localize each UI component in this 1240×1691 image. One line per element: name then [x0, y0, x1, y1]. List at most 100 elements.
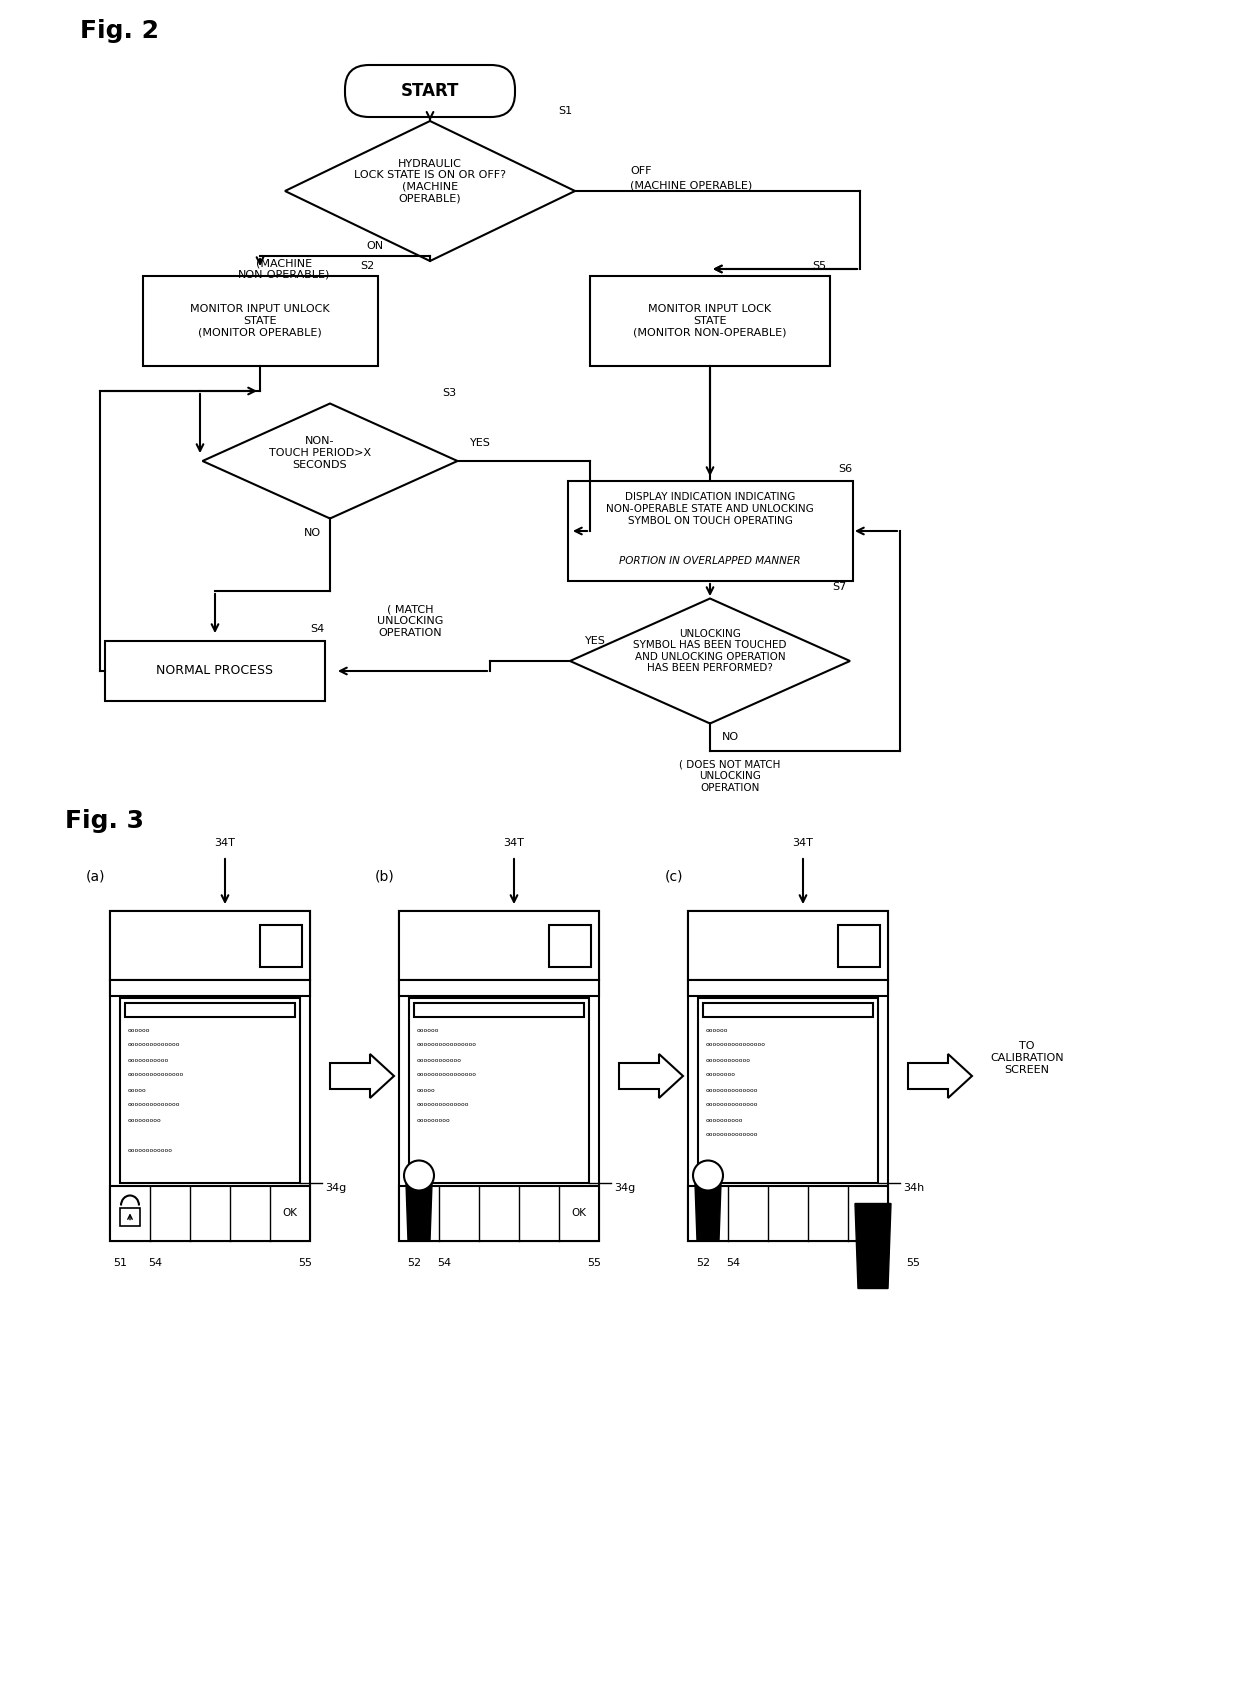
- Text: 34T: 34T: [792, 839, 813, 847]
- Text: ooooooooo: ooooooooo: [128, 1118, 161, 1123]
- Text: oooooo: oooooo: [706, 1028, 729, 1033]
- Text: 52: 52: [696, 1258, 711, 1268]
- Bar: [260, 925, 303, 967]
- Text: oooooooooooo: oooooooooooo: [706, 1057, 751, 1062]
- Text: 34T: 34T: [503, 839, 525, 847]
- Text: 51: 51: [113, 1258, 126, 1268]
- Text: oooooo: oooooo: [417, 1028, 439, 1033]
- Text: 55: 55: [298, 1258, 312, 1268]
- Text: 55: 55: [587, 1258, 601, 1268]
- Text: (MACHINE
NON-OPERABLE): (MACHINE NON-OPERABLE): [238, 259, 330, 279]
- Text: oooooooooooooo: oooooooooooooo: [706, 1133, 759, 1138]
- Bar: [120, 1207, 140, 1226]
- Text: START: START: [401, 81, 459, 100]
- Text: ooooooooooooooo: ooooooooooooooo: [128, 1072, 185, 1077]
- Text: (MACHINE OPERABLE): (MACHINE OPERABLE): [630, 181, 753, 191]
- Text: S5: S5: [812, 260, 826, 271]
- Bar: [399, 911, 599, 1241]
- Text: YES: YES: [584, 636, 605, 646]
- Polygon shape: [202, 404, 458, 519]
- Text: 34h: 34h: [903, 1184, 924, 1192]
- Text: OK: OK: [572, 1209, 587, 1219]
- FancyArrow shape: [619, 1053, 683, 1097]
- FancyBboxPatch shape: [345, 64, 515, 117]
- Text: oooooooo: oooooooo: [706, 1072, 737, 1077]
- FancyArrow shape: [330, 1053, 394, 1097]
- Text: (c): (c): [665, 869, 683, 883]
- Text: PORTION IN OVERLAPPED MANNER: PORTION IN OVERLAPPED MANNER: [619, 556, 801, 566]
- Text: oooooooooooooo: oooooooooooooo: [706, 1087, 759, 1092]
- Text: 34g: 34g: [614, 1184, 635, 1192]
- Text: DISPLAY INDICATION INDICATING
NON-OPERABLE STATE AND UNLOCKING
SYMBOL ON TOUCH O: DISPLAY INDICATION INDICATING NON-OPERAB…: [606, 492, 813, 526]
- Text: NON-
TOUCH PERIOD>X
SECONDS: NON- TOUCH PERIOD>X SECONDS: [269, 436, 371, 470]
- Text: ON: ON: [367, 242, 383, 250]
- Text: UNLOCKING
SYMBOL HAS BEEN TOUCHED
AND UNLOCKING OPERATION
HAS BEEN PERFORMED?: UNLOCKING SYMBOL HAS BEEN TOUCHED AND UN…: [634, 629, 786, 673]
- Text: MONITOR INPUT UNLOCK
STATE
(MONITOR OPERABLE): MONITOR INPUT UNLOCK STATE (MONITOR OPER…: [190, 304, 330, 338]
- Text: oooooooooooooo: oooooooooooooo: [706, 1103, 759, 1108]
- Text: S2: S2: [360, 260, 374, 271]
- Polygon shape: [856, 1204, 892, 1289]
- Text: oooooo: oooooo: [128, 1028, 150, 1033]
- Bar: [110, 981, 310, 996]
- Text: S4: S4: [310, 624, 324, 634]
- Text: NO: NO: [722, 732, 739, 742]
- Bar: [838, 925, 880, 967]
- Bar: [143, 276, 377, 365]
- Bar: [414, 1003, 584, 1016]
- Text: ooooooooooo: ooooooooooo: [128, 1057, 169, 1062]
- Text: oooooooooooooooo: oooooooooooooooo: [417, 1042, 477, 1047]
- Bar: [110, 911, 310, 981]
- Bar: [688, 1185, 888, 1241]
- Bar: [110, 911, 310, 1241]
- Text: 34g: 34g: [325, 1184, 346, 1192]
- Text: S1: S1: [558, 107, 572, 117]
- Text: oooooooooooo: oooooooooooo: [128, 1148, 174, 1153]
- Text: OFF: OFF: [630, 166, 651, 176]
- Text: MONITOR INPUT LOCK
STATE
(MONITOR NON-OPERABLE): MONITOR INPUT LOCK STATE (MONITOR NON-OP…: [634, 304, 786, 338]
- Bar: [703, 1003, 873, 1016]
- Text: 54: 54: [436, 1258, 451, 1268]
- Polygon shape: [285, 122, 575, 260]
- Polygon shape: [570, 599, 849, 724]
- Text: ooooo: ooooo: [417, 1087, 435, 1092]
- Text: oooooooooo: oooooooooo: [706, 1118, 744, 1123]
- Text: (b): (b): [374, 869, 394, 883]
- Text: a: a: [415, 1167, 423, 1177]
- Text: 54: 54: [148, 1258, 162, 1268]
- Text: ( DOES NOT MATCH
UNLOCKING
OPERATION: ( DOES NOT MATCH UNLOCKING OPERATION: [680, 759, 781, 793]
- Text: oooooooooooooo: oooooooooooooo: [128, 1103, 181, 1108]
- Bar: [688, 911, 888, 1241]
- Bar: [590, 276, 830, 365]
- Text: Fig. 2: Fig. 2: [81, 19, 159, 42]
- Bar: [399, 1185, 599, 1241]
- Text: 54: 54: [725, 1258, 740, 1268]
- Bar: [125, 1003, 295, 1016]
- Text: (a): (a): [86, 869, 105, 883]
- FancyArrow shape: [908, 1053, 972, 1097]
- Text: NO: NO: [304, 528, 321, 538]
- Bar: [568, 480, 853, 582]
- Text: 55: 55: [906, 1258, 920, 1268]
- Bar: [120, 998, 300, 1184]
- Text: S7: S7: [832, 582, 846, 592]
- Bar: [399, 911, 599, 981]
- Polygon shape: [405, 1184, 432, 1241]
- Text: ooooo: ooooo: [128, 1087, 146, 1092]
- Text: 52: 52: [407, 1258, 422, 1268]
- Text: ( MATCH
UNLOCKING
OPERATION: ( MATCH UNLOCKING OPERATION: [377, 604, 443, 638]
- Text: YES: YES: [470, 438, 491, 448]
- Circle shape: [693, 1160, 723, 1190]
- Bar: [549, 925, 591, 967]
- Text: 34T: 34T: [215, 839, 236, 847]
- Text: a: a: [704, 1167, 712, 1177]
- Bar: [688, 911, 888, 981]
- Bar: [105, 641, 325, 702]
- Text: Fig. 3: Fig. 3: [64, 808, 144, 834]
- Text: HYDRAULIC
LOCK STATE IS ON OR OFF?
(MACHINE
OPERABLE): HYDRAULIC LOCK STATE IS ON OR OFF? (MACH…: [353, 159, 506, 203]
- Text: TO
CALIBRATION
SCREEN: TO CALIBRATION SCREEN: [990, 1042, 1064, 1074]
- Bar: [409, 998, 589, 1184]
- Bar: [688, 981, 888, 996]
- Text: S3: S3: [441, 387, 456, 397]
- Bar: [110, 1185, 310, 1241]
- Polygon shape: [694, 1184, 720, 1241]
